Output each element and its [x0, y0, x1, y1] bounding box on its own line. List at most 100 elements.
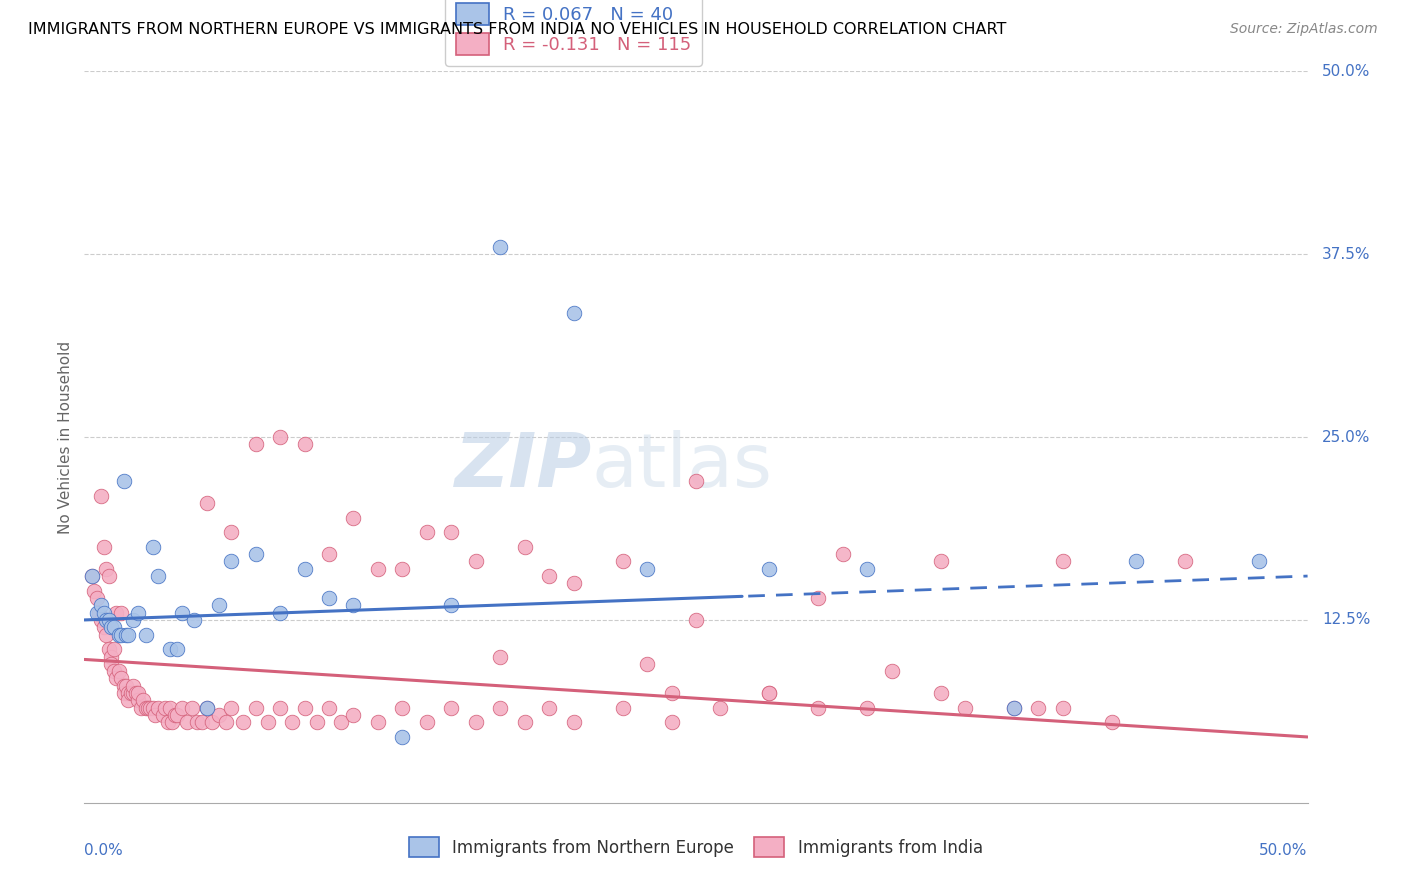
Point	[100, 657, 122, 671]
Point	[1247, 554, 1270, 568]
Point	[163, 708, 186, 723]
Point	[489, 240, 512, 254]
Point	[97, 569, 120, 583]
Point	[367, 562, 389, 576]
Point	[86, 606, 108, 620]
Legend: Immigrants from Northern Europe, Immigrants from India: Immigrants from Northern Europe, Immigra…	[402, 830, 990, 864]
Point	[685, 613, 707, 627]
Point	[685, 474, 707, 488]
Point	[93, 540, 115, 554]
Point	[107, 627, 129, 641]
Point	[538, 569, 561, 583]
Text: 50.0%: 50.0%	[1322, 64, 1371, 78]
Point	[93, 620, 115, 634]
Point	[208, 708, 231, 723]
Point	[856, 700, 879, 714]
Point	[122, 613, 145, 627]
Point	[159, 700, 181, 714]
Text: 37.5%: 37.5%	[1322, 247, 1371, 261]
Point	[661, 715, 683, 730]
Point	[115, 627, 138, 641]
Point	[538, 700, 561, 714]
Point	[87, 606, 110, 620]
Point	[269, 700, 291, 714]
Point	[127, 686, 149, 700]
Point	[156, 715, 179, 730]
Point	[318, 700, 340, 714]
Point	[122, 686, 145, 700]
Point	[127, 606, 149, 620]
Point	[440, 599, 463, 613]
Point	[245, 700, 267, 714]
Point	[1052, 700, 1074, 714]
Point	[96, 562, 118, 576]
Point	[100, 620, 122, 634]
Point	[215, 715, 238, 730]
Point	[117, 686, 139, 700]
Point	[416, 715, 439, 730]
Point	[142, 540, 165, 554]
Point	[195, 700, 218, 714]
Point	[200, 715, 222, 730]
Point	[758, 686, 780, 700]
Point	[758, 686, 780, 700]
Point	[929, 686, 952, 700]
Point	[80, 569, 103, 583]
Text: 50.0%: 50.0%	[1260, 843, 1308, 858]
Point	[129, 700, 152, 714]
Point	[191, 715, 214, 730]
Text: 0.0%: 0.0%	[84, 843, 124, 858]
Point	[305, 715, 328, 730]
Point	[90, 599, 112, 613]
Point	[176, 715, 198, 730]
Point	[136, 700, 159, 714]
Point	[103, 664, 125, 678]
Point	[1002, 700, 1025, 714]
Point	[464, 554, 486, 568]
Point	[464, 715, 486, 730]
Text: ZIP: ZIP	[454, 430, 592, 503]
Point	[562, 715, 585, 730]
Point	[97, 613, 120, 627]
Point	[105, 606, 128, 620]
Point	[172, 700, 194, 714]
Text: 12.5%: 12.5%	[1322, 613, 1371, 627]
Point	[294, 562, 316, 576]
Point	[281, 715, 304, 730]
Point	[636, 562, 658, 576]
Point	[181, 700, 204, 714]
Point	[115, 679, 138, 693]
Point	[257, 715, 280, 730]
Text: 25.0%: 25.0%	[1322, 430, 1371, 444]
Point	[953, 700, 976, 714]
Point	[172, 606, 194, 620]
Point	[122, 679, 145, 693]
Point	[90, 613, 112, 627]
Point	[807, 591, 830, 605]
Point	[195, 496, 218, 510]
Point	[391, 730, 413, 744]
Point	[146, 700, 169, 714]
Point	[513, 540, 536, 554]
Point	[758, 562, 780, 576]
Point	[110, 627, 132, 641]
Point	[880, 664, 903, 678]
Point	[110, 672, 132, 686]
Point	[195, 700, 218, 714]
Point	[612, 554, 634, 568]
Point	[105, 672, 128, 686]
Point	[125, 686, 148, 700]
Point	[103, 620, 125, 634]
Point	[110, 606, 132, 620]
Point	[93, 606, 115, 620]
Point	[117, 627, 139, 641]
Point	[1174, 554, 1197, 568]
Point	[159, 642, 181, 657]
Point	[367, 715, 389, 730]
Point	[440, 700, 463, 714]
Point	[612, 700, 634, 714]
Point	[219, 554, 242, 568]
Point	[562, 306, 585, 320]
Point	[416, 525, 439, 540]
Point	[318, 591, 340, 605]
